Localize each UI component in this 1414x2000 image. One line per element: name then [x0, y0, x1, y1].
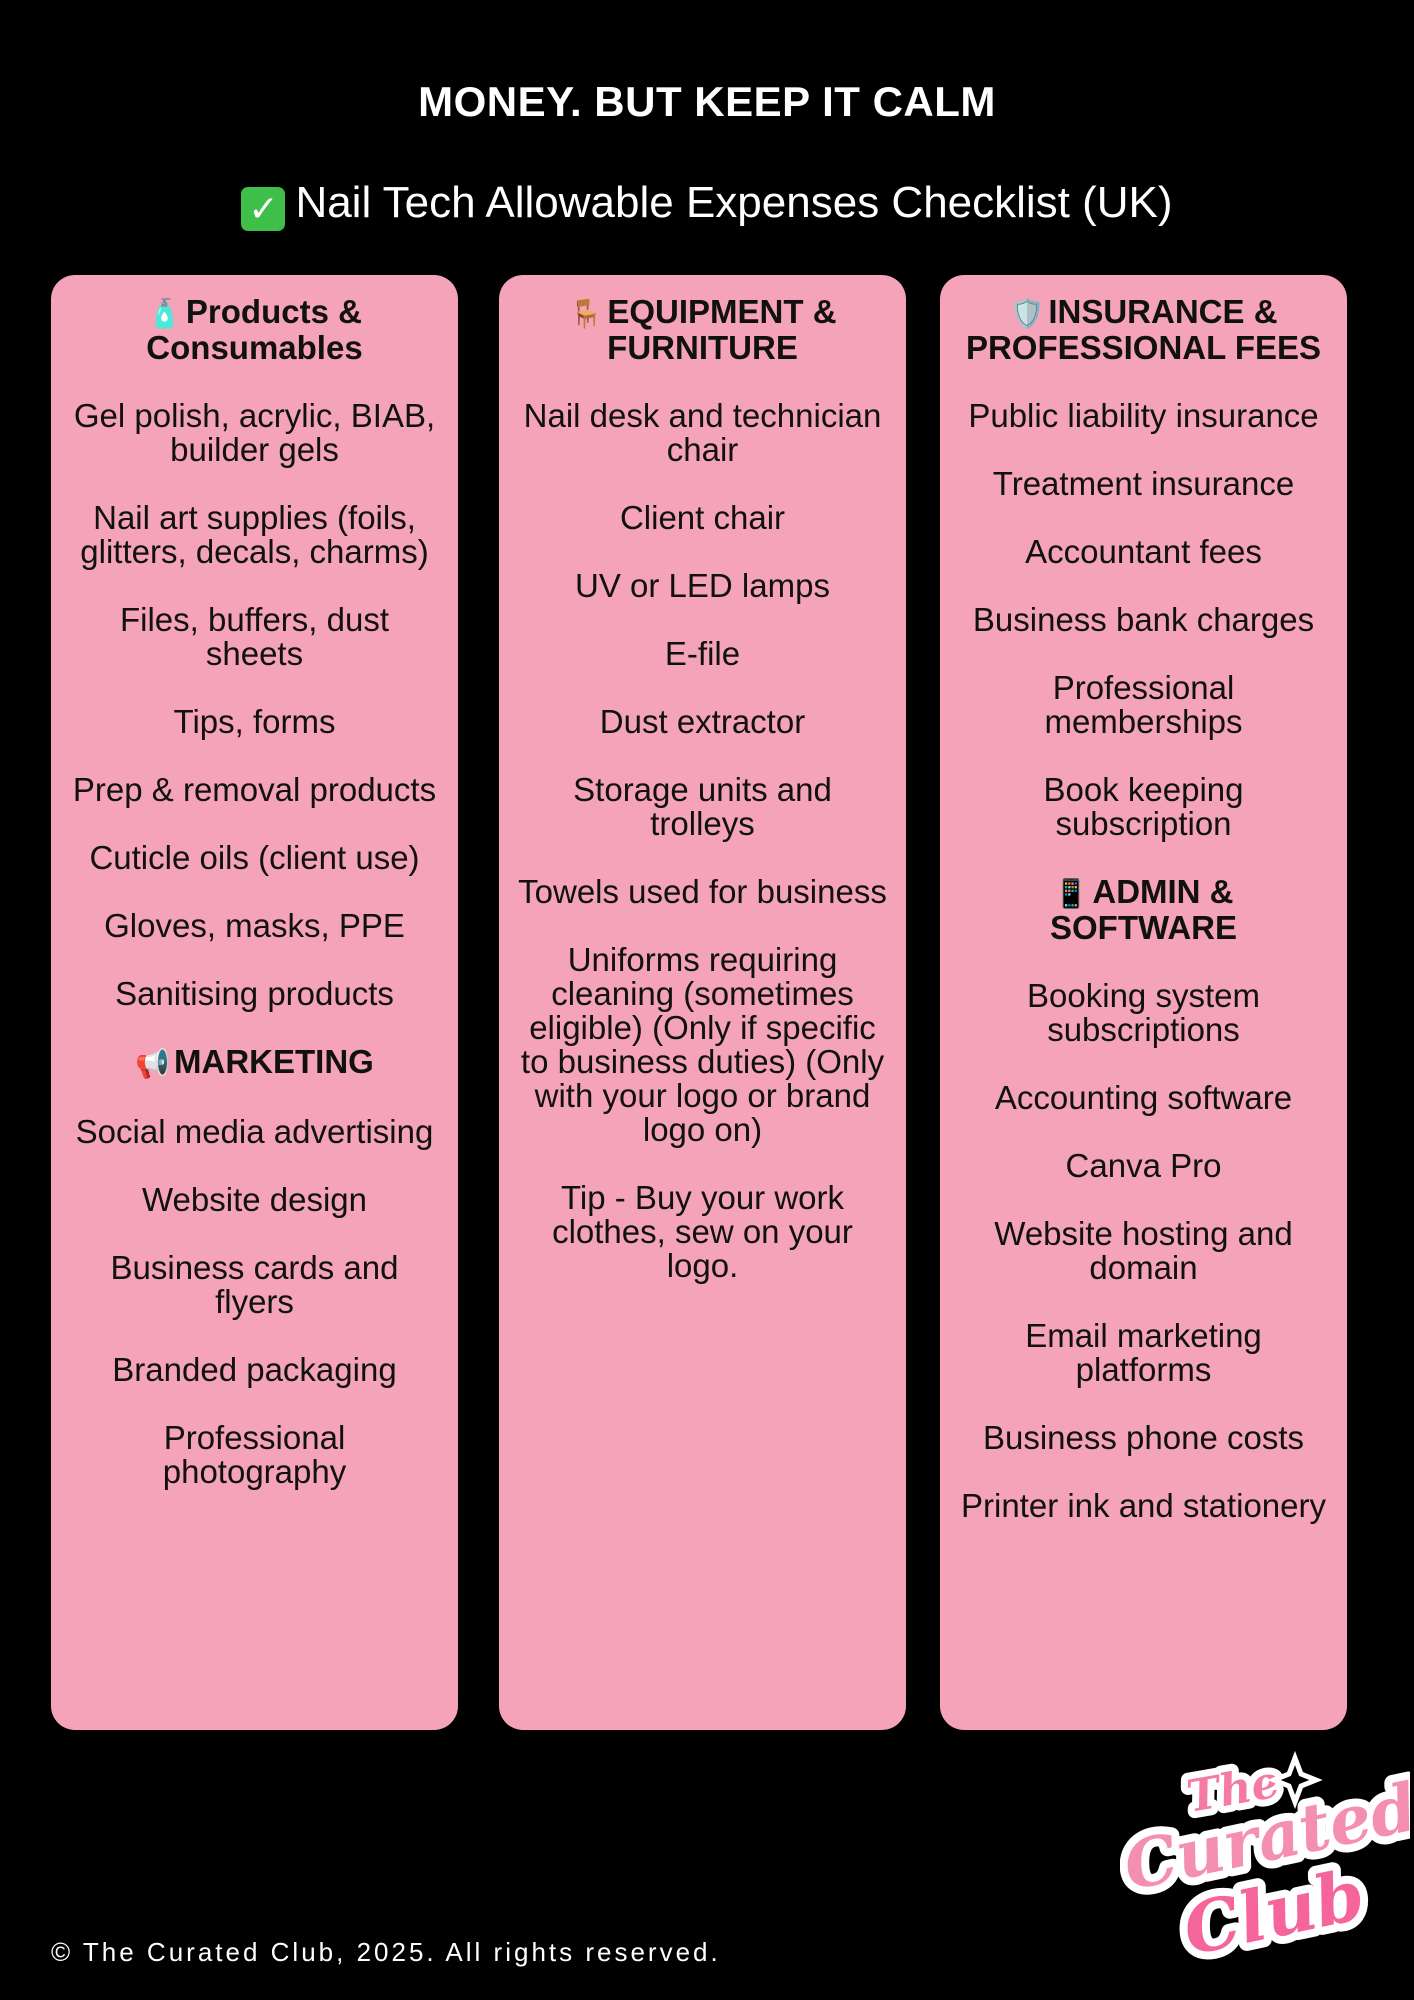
checklist-item: Cuticle oils (client use) [89, 839, 420, 876]
checklist-item: Prep & removal products [72, 771, 437, 808]
checklist-item: Treatment insurance [992, 465, 1295, 502]
section-heading: 🪑 EQUIPMENT & FURNITURE [517, 295, 888, 365]
section-heading-text: EQUIPMENT & FURNITURE [607, 293, 837, 366]
checklist-item: Nail desk and technician chair [523, 397, 882, 468]
sparkle-icon [1267, 1750, 1323, 1810]
section-heading: 📱 ADMIN & SOFTWARE [958, 875, 1329, 945]
page-subtitle: ✓ Nail Tech Allowable Expenses Checklist … [0, 178, 1414, 231]
section-heading: 🛡️ INSURANCE & PROFESSIONAL FEES [958, 295, 1329, 365]
section-heading-text: MARKETING [174, 1043, 374, 1080]
megaphone-icon: 📢 [135, 1048, 171, 1079]
lotion-bottle-icon: 🧴 [147, 298, 182, 329]
checklist-item: Website design [141, 1181, 368, 1218]
checklist-item: Professional photography [162, 1419, 347, 1490]
checklist-item: Booking system subscriptions [1027, 977, 1260, 1048]
checklist-item: Public liability insurance [968, 397, 1319, 434]
checklist-item: Files, buffers, dust sheets [119, 601, 389, 672]
checklist-item: Nail art supplies (foils, glitters, deca… [80, 499, 429, 570]
checklist-item: Client chair [619, 499, 786, 536]
checklist-item: Professional memberships [1044, 669, 1243, 740]
checklist-item: Email marketing platforms [1025, 1317, 1262, 1388]
checklist-item: E-file [664, 635, 741, 672]
checklist-item: Accounting software [994, 1079, 1293, 1116]
checklist-item: Gel polish, acrylic, BIAB, builder gels [73, 397, 436, 468]
shield-icon: 🛡️ [1009, 298, 1045, 329]
column-3: 🛡️ INSURANCE & PROFESSIONAL FEES Public li… [940, 275, 1347, 1730]
checklist-item: Branded packaging [112, 1351, 397, 1388]
checklist-item: Business cards and flyers [110, 1249, 399, 1320]
checklist-item: Storage units and trolleys [573, 771, 832, 842]
column-2: 🪑 EQUIPMENT & FURNITURE Nail desk and tech… [499, 275, 906, 1730]
section-heading-text: Products & Consumables [146, 293, 363, 366]
chair-icon: 🪑 [568, 298, 604, 329]
checklist-item: Canva Pro [1065, 1147, 1222, 1184]
checklist-item: UV or LED lamps [575, 567, 830, 604]
checklist-item: Tips, forms [173, 703, 336, 740]
checklist-item: Uniforms requiring cleaning (sometimes e… [520, 941, 885, 1148]
checklist-item: Social media advertising [75, 1113, 434, 1150]
page-title: MONEY. BUT KEEP IT CALM [418, 78, 996, 125]
checklist-item: Printer ink and stationery [960, 1487, 1326, 1524]
checklist-item: Sanitising products [115, 975, 394, 1012]
checklist-item: Business phone costs [982, 1419, 1305, 1456]
section-heading: 📢 MARKETING [69, 1045, 440, 1081]
section-heading-text: INSURANCE & PROFESSIONAL FEES [965, 293, 1322, 366]
section-heading: 🧴 Products & Consumables [69, 295, 440, 365]
column-1: 🧴 Products & Consumables Gel polish, acryl… [51, 275, 458, 1730]
checklist-item: Website hosting and domain [994, 1215, 1293, 1286]
copyright-footer: © The Curated Club, 2025. All rights res… [51, 1937, 721, 1967]
checklist-item: Dust extractor [599, 703, 806, 740]
checklist-item: Towels used for business [518, 873, 887, 910]
subtitle-text: Nail Tech Allowable Expenses Checklist (… [295, 178, 1173, 227]
mobile-phone-icon: 📱 [1053, 878, 1089, 909]
section-heading-text: ADMIN & SOFTWARE [1050, 873, 1237, 946]
checklist-item: Tip - Buy your work clothes, sew on your… [552, 1179, 853, 1284]
checklist-item: Gloves, masks, PPE [104, 907, 405, 944]
checklist-item: Business bank charges [972, 601, 1315, 638]
the-curated-club-logo: The Curated Club [1120, 1750, 1410, 1970]
checklist-item: Accountant fees [1025, 533, 1262, 570]
checklist-item: Book keeping subscription [1043, 771, 1244, 842]
check-mark-button-icon: ✓ [241, 187, 286, 231]
